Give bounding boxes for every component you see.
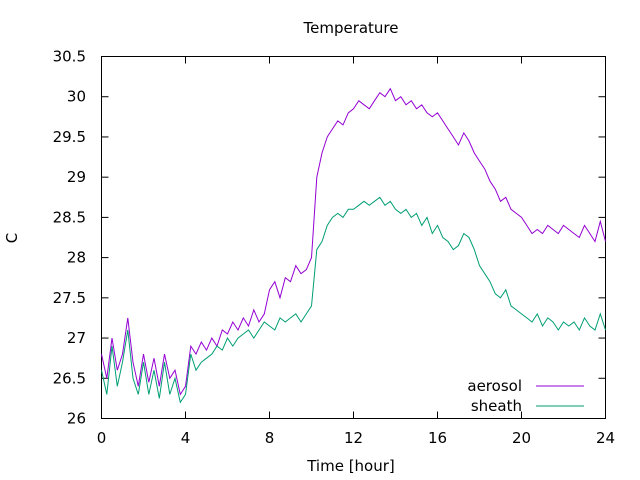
- y-tick-label: 27: [67, 329, 86, 347]
- x-axis: 0 4 8 12 16 20 24: [97, 56, 615, 447]
- series-line-aerosol: [101, 87, 606, 396]
- x-tick-label: 20: [512, 429, 531, 447]
- x-tick-label: 24: [596, 429, 615, 447]
- series-line-sheath: [101, 196, 606, 404]
- y-tick-label: 26.5: [53, 369, 86, 387]
- x-tick-label: 4: [181, 429, 191, 447]
- y-tick-label: 28: [67, 249, 86, 267]
- y-tick-label: 30.5: [53, 48, 86, 66]
- y-tick-label: 30: [67, 88, 86, 106]
- x-tick-label: 8: [265, 429, 275, 447]
- series-lines: [101, 87, 606, 404]
- x-tick-label: 12: [344, 429, 363, 447]
- y-tick-label: 28.5: [53, 208, 86, 226]
- y-axis: 26 26.5 27 27.5 28 28.5 29 29.5 30 30.5: [53, 48, 606, 428]
- legend-label-sheath: sheath: [471, 397, 522, 415]
- y-tick-label: 29.5: [53, 128, 86, 146]
- y-tick-label: 29: [67, 168, 86, 186]
- y-axis-label: C: [3, 233, 21, 243]
- legend: aerosol sheath: [467, 377, 584, 415]
- y-tick-label: 26: [67, 410, 86, 428]
- x-tick-label: 0: [97, 429, 107, 447]
- legend-label-aerosol: aerosol: [467, 377, 522, 395]
- x-axis-label: Time [hour]: [306, 457, 395, 475]
- chart-title: Temperature: [302, 19, 398, 37]
- y-tick-label: 27.5: [53, 289, 86, 307]
- x-tick-label: 16: [428, 429, 447, 447]
